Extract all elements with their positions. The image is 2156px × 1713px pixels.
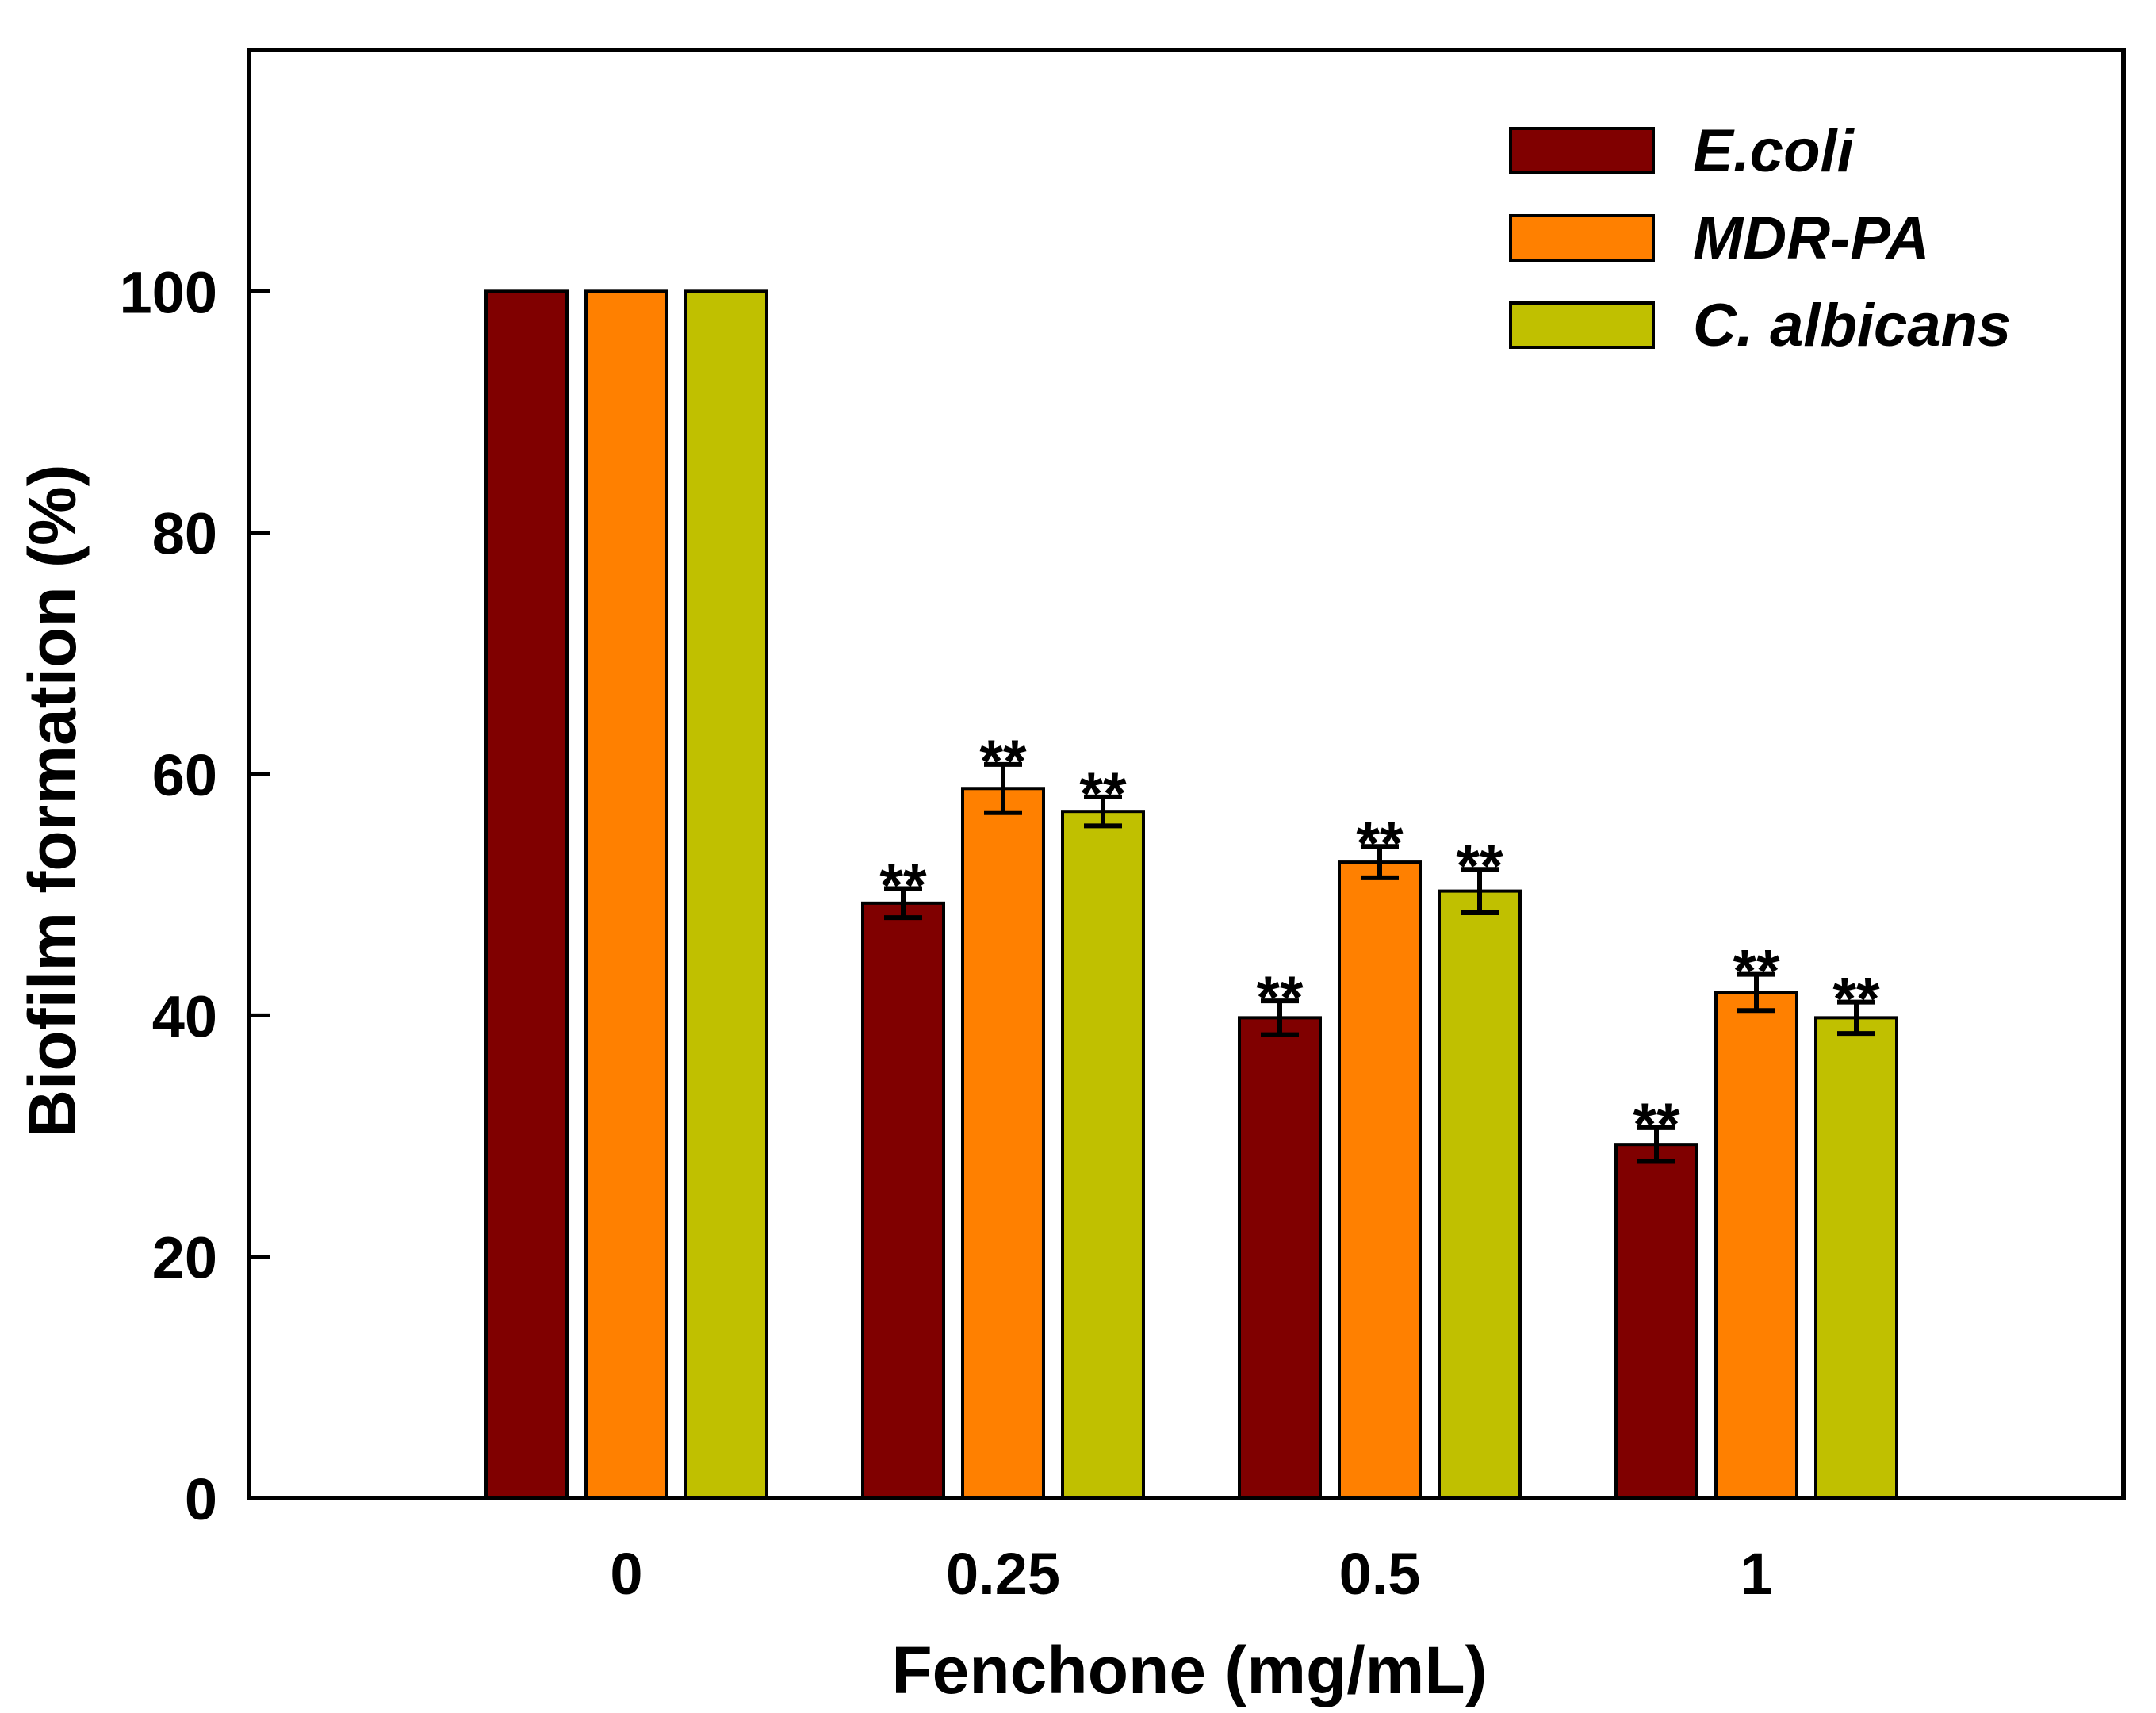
x-tick-label: 1 [1740,1541,1772,1607]
significance-annotations-layer: ** ** ** ** ** ** ** ** ** [879,728,1880,1159]
y-tick-label: 0 [185,1466,217,1532]
legend-label: C. albicans [1693,292,2011,359]
bar-e-coli-0 [484,289,569,1500]
bar-c-albicans-0 [684,289,768,1500]
x-tick-label: 0.25 [946,1541,1060,1607]
x-tick-label: 0 [610,1541,642,1607]
bar-e-coli-1 [1614,1143,1698,1500]
significance-mark: ** [1256,964,1304,1032]
error-bar-c-albicans-0.5 [1461,867,1499,915]
legend-label: MDR-PA [1693,205,1929,272]
error-bar-e-coli-0.5 [1261,998,1299,1037]
bar-c-albicans-0.25 [1061,810,1145,1500]
legend: E.coli MDR-PA C. albicans [1509,117,2011,359]
y-axis-label: Biofilm formation (%) [15,464,90,1137]
legend-swatch [1509,214,1655,262]
significance-mark: ** [1356,810,1404,877]
y-tick-label: 60 [152,742,217,808]
error-bar-c-albicans-0.25 [1084,794,1122,829]
bar-c-albicans-0.5 [1438,889,1522,1500]
legend-item-mdr-pa: MDR-PA [1509,205,1929,272]
x-tick-label: 0.5 [1339,1541,1421,1607]
legend-label: E.coli [1693,117,1855,185]
error-bar-c-albicans-1 [1837,999,1875,1037]
legend-item-c-albicans: C. albicans [1509,292,2011,359]
bar-mdr-pa-0.5 [1338,860,1422,1500]
x-axis-ticks: 0 0.25 0.5 1 [610,1541,1772,1607]
significance-mark: ** [1633,1091,1680,1159]
bar-mdr-pa-0 [584,289,668,1500]
y-tick-label: 20 [152,1225,217,1291]
error-bar-mdr-pa-1 [1737,971,1775,1014]
bar-c-albicans-1 [1814,1016,1898,1500]
error-bar-e-coli-0.25 [884,886,922,921]
significance-mark: ** [879,853,927,920]
bars-layer [484,289,1898,1500]
error-bar-mdr-pa-0.5 [1361,844,1399,880]
legend-swatch [1509,127,1655,174]
y-tick-label: 40 [152,983,217,1049]
significance-mark: ** [1733,938,1780,1006]
error-bars-layer [884,761,1875,1164]
y-tick-label: 100 [120,259,217,325]
x-axis-label: Fenchone (mg/mL) [891,1633,1487,1707]
significance-mark: ** [1079,761,1127,828]
bar-mdr-pa-0.25 [961,787,1045,1500]
legend-swatch [1509,301,1655,349]
significance-mark: ** [1456,833,1503,900]
error-bar-e-coli-1 [1637,1125,1675,1164]
error-bar-mdr-pa-0.25 [984,761,1022,815]
legend-item-e-coli: E.coli [1509,117,1855,185]
significance-mark: ** [979,728,1027,795]
y-tick-label: 80 [152,501,217,567]
y-axis-ticks: 0 20 40 60 80 100 [120,259,270,1532]
bar-e-coli-0.25 [861,901,945,1500]
bar-mdr-pa-1 [1714,991,1798,1500]
bar-e-coli-0.5 [1238,1016,1322,1500]
significance-mark: ** [1832,966,1880,1033]
